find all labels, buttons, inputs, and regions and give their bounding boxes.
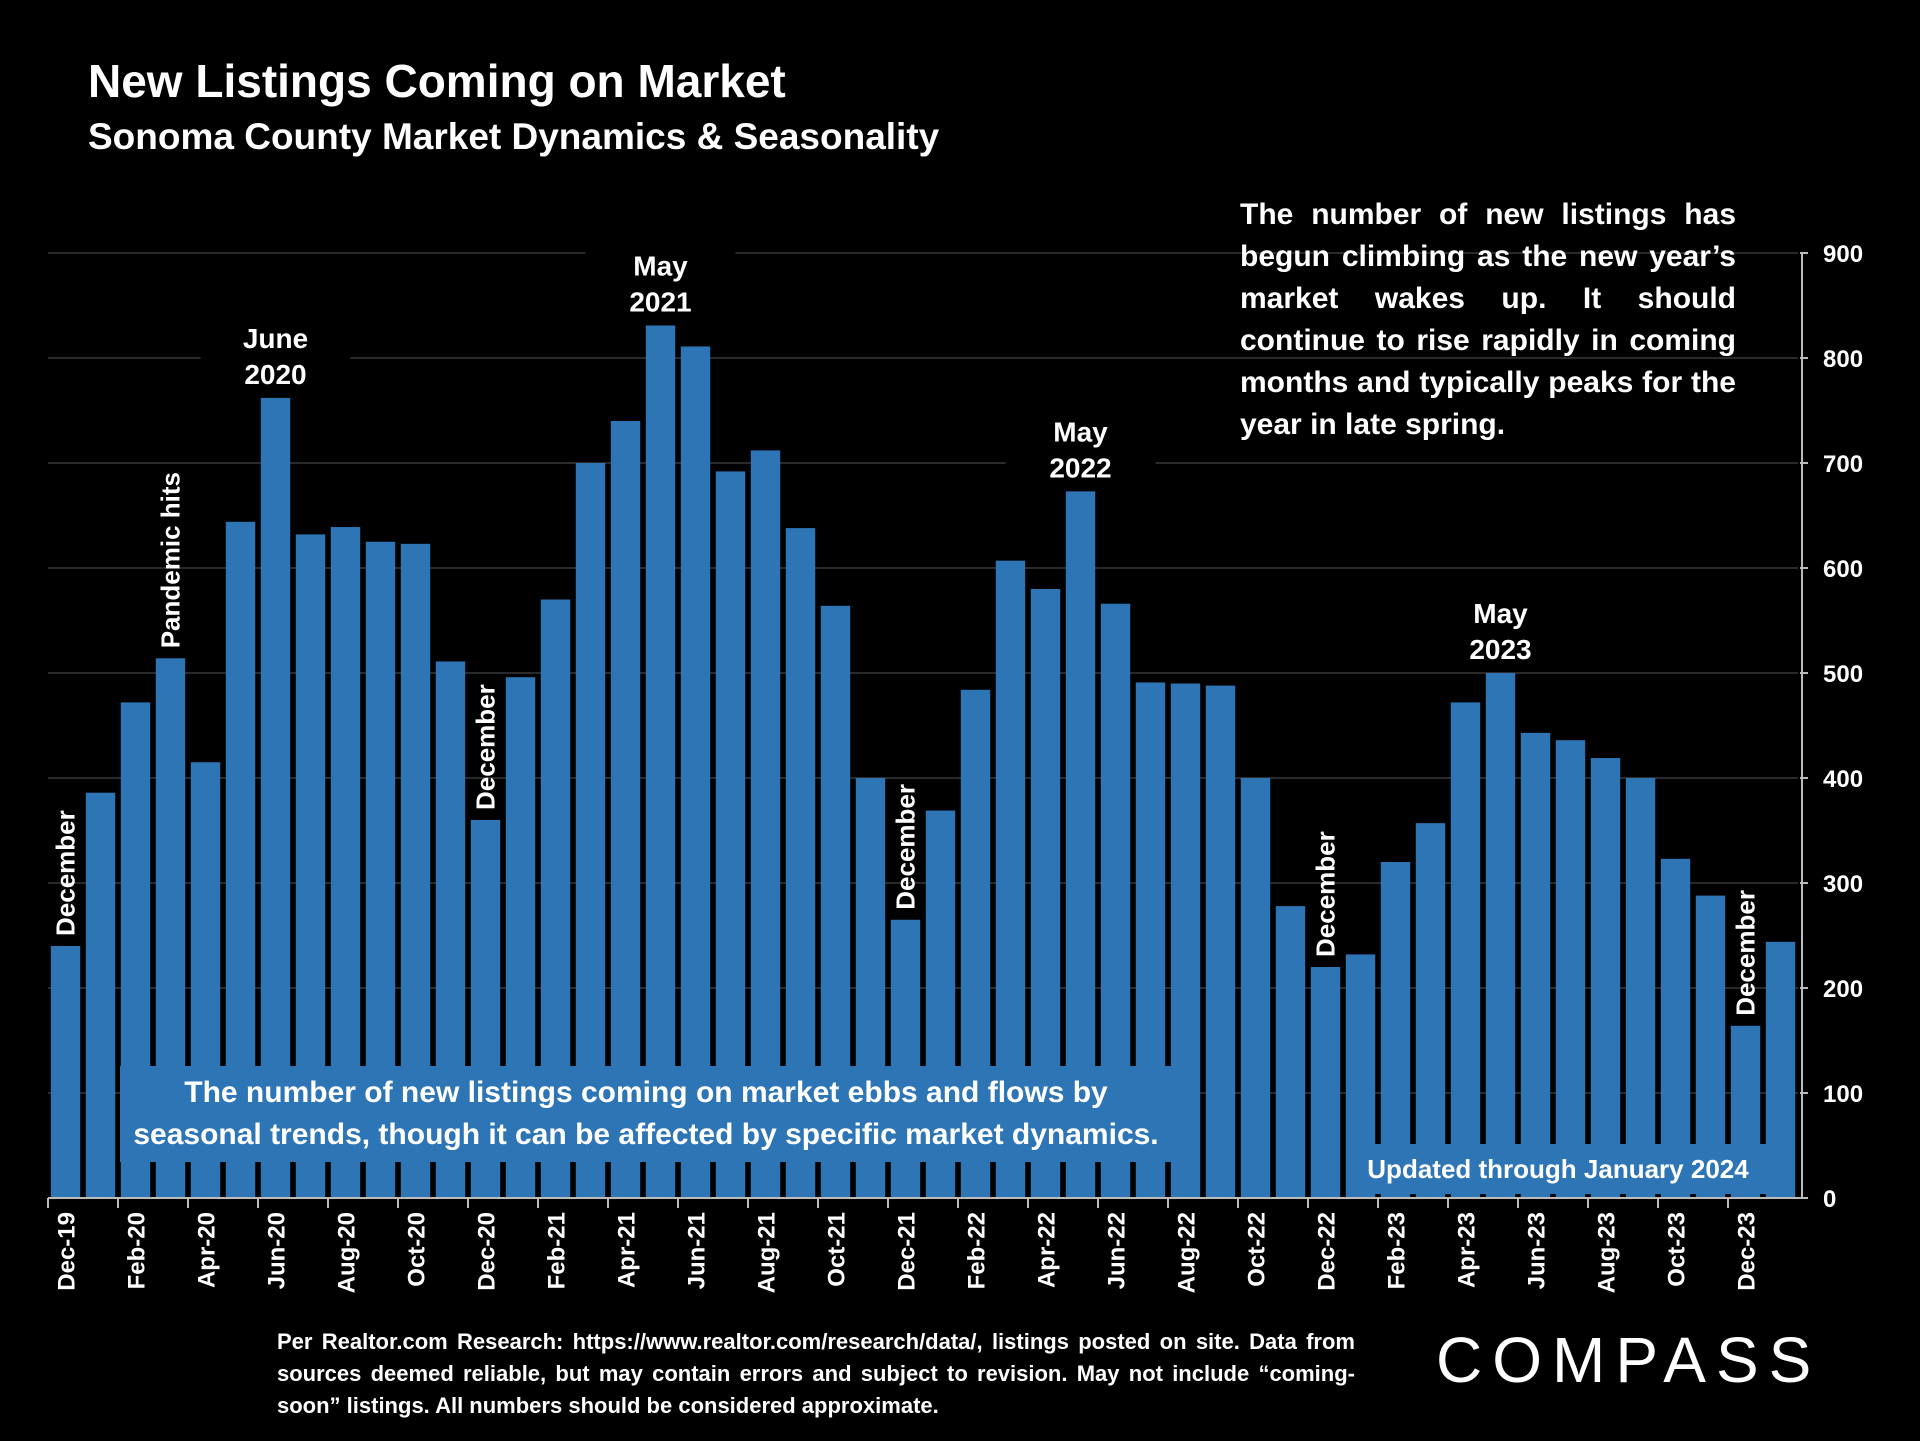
x-tick-label: Apr-20: [194, 1212, 221, 1288]
x-tick-label: Dec-20: [474, 1212, 501, 1291]
x-tick-label: Jun-22: [1104, 1212, 1131, 1289]
annotation-label: December: [1731, 890, 1761, 1016]
y-tick-label: 200: [1823, 976, 1863, 1003]
y-tick-label: 100: [1823, 1081, 1863, 1108]
chart-title: New Listings Coming on Market: [88, 55, 786, 107]
bar: [50, 946, 81, 1198]
bar: [1520, 732, 1551, 1198]
bar: [1275, 906, 1306, 1198]
y-tick-label: 400: [1823, 766, 1863, 793]
annotation-year: 2023: [1469, 634, 1531, 665]
annotation-label: May: [1473, 598, 1528, 629]
bar: [1450, 702, 1481, 1198]
annotation-label: May: [633, 250, 688, 281]
x-tick-label: Oct-21: [824, 1212, 851, 1287]
annotation-label: December: [51, 810, 81, 936]
y-tick-label: 800: [1823, 346, 1863, 373]
bar: [1380, 862, 1411, 1198]
bar: [1660, 858, 1691, 1198]
bar: [680, 346, 711, 1198]
bar: [1240, 778, 1271, 1198]
bar: [85, 792, 116, 1198]
bar: [1765, 941, 1796, 1198]
x-tick-label: Aug-23: [1594, 1212, 1621, 1293]
x-tick-label: Apr-22: [1034, 1212, 1061, 1288]
annotation-label: Pandemic hits: [156, 472, 186, 648]
bar: [1625, 778, 1656, 1198]
x-tick-label: Feb-21: [544, 1212, 571, 1289]
annotation-backdrop: [1425, 589, 1576, 665]
x-tick-label: Jun-21: [684, 1212, 711, 1289]
commentary-note: The number of new listings has begun cli…: [1240, 198, 1736, 441]
y-tick-label: 700: [1823, 451, 1863, 478]
x-tick-label: Dec-21: [894, 1212, 921, 1291]
x-tick-label: Jun-23: [1524, 1212, 1551, 1289]
seasonality-note-line-1: The number of new listings coming on mar…: [184, 1076, 1108, 1109]
annotation-year: 2020: [244, 359, 306, 390]
x-tick-label: Apr-23: [1454, 1212, 1481, 1288]
x-tick-label: Dec-23: [1734, 1212, 1761, 1291]
annotation-label: June: [243, 323, 308, 354]
y-tick-label: 500: [1823, 661, 1863, 688]
x-tick-label: Dec-22: [1314, 1212, 1341, 1291]
annotation-year: 2021: [629, 286, 691, 317]
annotation-backdrop: [1005, 407, 1156, 484]
bar: [1310, 967, 1341, 1198]
bar: [1485, 673, 1516, 1198]
annotation-label: December: [891, 784, 921, 910]
bar: [260, 397, 291, 1198]
annotation-label: December: [471, 684, 501, 810]
annotation-label: May: [1053, 416, 1108, 447]
annotation-year: 2022: [1049, 452, 1111, 483]
x-tick-label: Aug-21: [754, 1212, 781, 1293]
axes: 0 100 200 300 400 500 600 700 800 900 Dec-19 Feb-20…: [47, 241, 1863, 1293]
x-tick-label: Oct-20: [404, 1212, 431, 1287]
annotation-backdrop: [200, 313, 351, 390]
x-tick-label: Aug-20: [334, 1212, 361, 1293]
seasonality-note-box: The number of new listings coming on mar…: [120, 1066, 1172, 1162]
y-tick-label: 600: [1823, 556, 1863, 583]
compass-logo: COMPASS: [1436, 1326, 1821, 1392]
y-tick-label: 300: [1823, 871, 1863, 898]
y-tick-label: 900: [1823, 241, 1863, 268]
x-tick-label: Oct-23: [1664, 1212, 1691, 1287]
bar: [1555, 740, 1586, 1198]
x-tick-label: Dec-19: [54, 1212, 81, 1291]
annotations: December Pandemic hits June 2020 December May…: [51, 241, 1761, 1016]
x-tick-label: Aug-22: [1174, 1212, 1201, 1293]
x-tick-label: Feb-23: [1384, 1212, 1411, 1289]
bar: [1415, 823, 1446, 1198]
x-tick-label: Jun-20: [264, 1212, 291, 1289]
annotation-label: December: [1311, 831, 1341, 957]
annotation-backdrop: [585, 241, 736, 318]
bar: [1205, 685, 1236, 1198]
chart-subtitle: Sonoma County Market Dynamics & Seasonal…: [88, 116, 940, 157]
updated-badge: Updated through January 2024: [1348, 1144, 1768, 1194]
x-tick-label: Apr-21: [614, 1212, 641, 1288]
compass-logo-text: COMPASS: [1436, 1326, 1821, 1392]
seasonality-note-line-2: seasonal trends, though it can be affect…: [133, 1118, 1159, 1151]
x-tick-label: Feb-22: [964, 1212, 991, 1289]
bar: [645, 325, 676, 1198]
x-tick-label: Feb-20: [124, 1212, 151, 1289]
y-tick-label: 0: [1823, 1186, 1836, 1213]
source-footnote: Per Realtor.com Research: https://www.re…: [277, 1329, 1355, 1418]
bar: [1170, 683, 1201, 1198]
x-tick-label: Oct-22: [1244, 1212, 1271, 1287]
bar: [1590, 758, 1621, 1198]
